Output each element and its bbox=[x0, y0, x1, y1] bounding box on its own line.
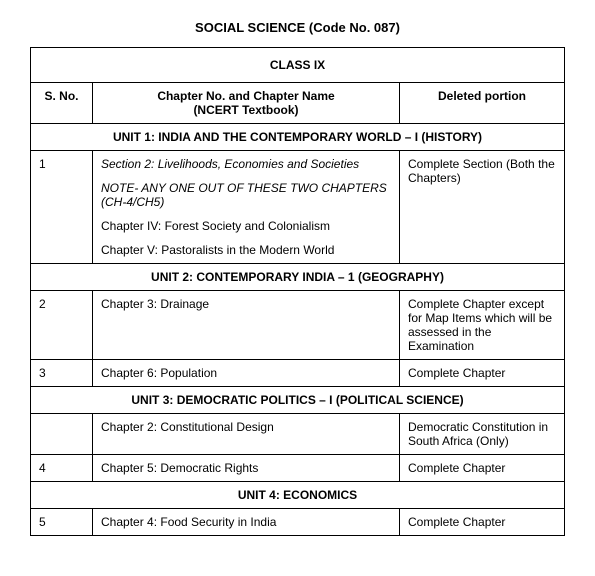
cell-sno: 3 bbox=[31, 360, 93, 387]
chapter-text: Chapter V: Pastoralists in the Modern Wo… bbox=[101, 243, 391, 257]
cell-chapter: Section 2: Livelihoods, Economies and So… bbox=[93, 151, 400, 264]
chapter-text: Chapter IV: Forest Society and Coloniali… bbox=[101, 219, 391, 233]
col-header-deleted: Deleted portion bbox=[400, 83, 565, 124]
unit-header-row: UNIT 4: ECONOMICS bbox=[31, 482, 565, 509]
unit-header-cell: UNIT 3: DEMOCRATIC POLITICS – I (POLITIC… bbox=[31, 387, 565, 414]
syllabus-table: CLASS IX S. No. Chapter No. and Chapter … bbox=[30, 47, 565, 536]
page-title: SOCIAL SCIENCE (Code No. 087) bbox=[30, 20, 565, 35]
unit-header-cell: UNIT 2: CONTEMPORARY INDIA – 1 (GEOGRAPH… bbox=[31, 264, 565, 291]
column-header-row: S. No. Chapter No. and Chapter Name (NCE… bbox=[31, 83, 565, 124]
cell-chapter: Chapter 5: Democratic Rights bbox=[93, 455, 400, 482]
col-header-chapter-line2: (NCERT Textbook) bbox=[193, 103, 298, 117]
section-title: Section 2: Livelihoods, Economies and So… bbox=[101, 157, 391, 171]
col-header-sno: S. No. bbox=[31, 83, 93, 124]
col-header-chapter-line1: Chapter No. and Chapter Name bbox=[157, 89, 334, 103]
cell-chapter: Chapter 3: Drainage bbox=[93, 291, 400, 360]
cell-deleted: Complete Chapter bbox=[400, 360, 565, 387]
table-row: 5 Chapter 4: Food Security in India Comp… bbox=[31, 509, 565, 536]
cell-sno: 2 bbox=[31, 291, 93, 360]
unit-header-row: UNIT 1: INDIA AND THE CONTEMPORARY WORLD… bbox=[31, 124, 565, 151]
cell-chapter: Chapter 6: Population bbox=[93, 360, 400, 387]
unit-header-cell: UNIT 4: ECONOMICS bbox=[31, 482, 565, 509]
cell-deleted: Complete Chapter bbox=[400, 455, 565, 482]
note-text: NOTE- ANY ONE OUT OF THESE TWO CHAPTERS … bbox=[101, 181, 391, 209]
cell-deleted: Complete Chapter except for Map Items wh… bbox=[400, 291, 565, 360]
unit-header-cell: UNIT 1: INDIA AND THE CONTEMPORARY WORLD… bbox=[31, 124, 565, 151]
cell-sno: 1 bbox=[31, 151, 93, 264]
class-header-row: CLASS IX bbox=[31, 48, 565, 83]
table-row: 1 Section 2: Livelihoods, Economies and … bbox=[31, 151, 565, 264]
cell-sno: 5 bbox=[31, 509, 93, 536]
table-row: 4 Chapter 5: Democratic Rights Complete … bbox=[31, 455, 565, 482]
cell-deleted: Complete Chapter bbox=[400, 509, 565, 536]
cell-sno bbox=[31, 414, 93, 455]
cell-deleted: Complete Section (Both the Chapters) bbox=[400, 151, 565, 264]
cell-chapter: Chapter 4: Food Security in India bbox=[93, 509, 400, 536]
table-row: Chapter 2: Constitutional Design Democra… bbox=[31, 414, 565, 455]
cell-deleted: Democratic Constitution in South Africa … bbox=[400, 414, 565, 455]
unit-header-row: UNIT 2: CONTEMPORARY INDIA – 1 (GEOGRAPH… bbox=[31, 264, 565, 291]
unit-header-row: UNIT 3: DEMOCRATIC POLITICS – I (POLITIC… bbox=[31, 387, 565, 414]
table-row: 2 Chapter 3: Drainage Complete Chapter e… bbox=[31, 291, 565, 360]
cell-sno: 4 bbox=[31, 455, 93, 482]
cell-chapter: Chapter 2: Constitutional Design bbox=[93, 414, 400, 455]
table-row: 3 Chapter 6: Population Complete Chapter bbox=[31, 360, 565, 387]
col-header-chapter: Chapter No. and Chapter Name (NCERT Text… bbox=[93, 83, 400, 124]
class-header-cell: CLASS IX bbox=[31, 48, 565, 83]
